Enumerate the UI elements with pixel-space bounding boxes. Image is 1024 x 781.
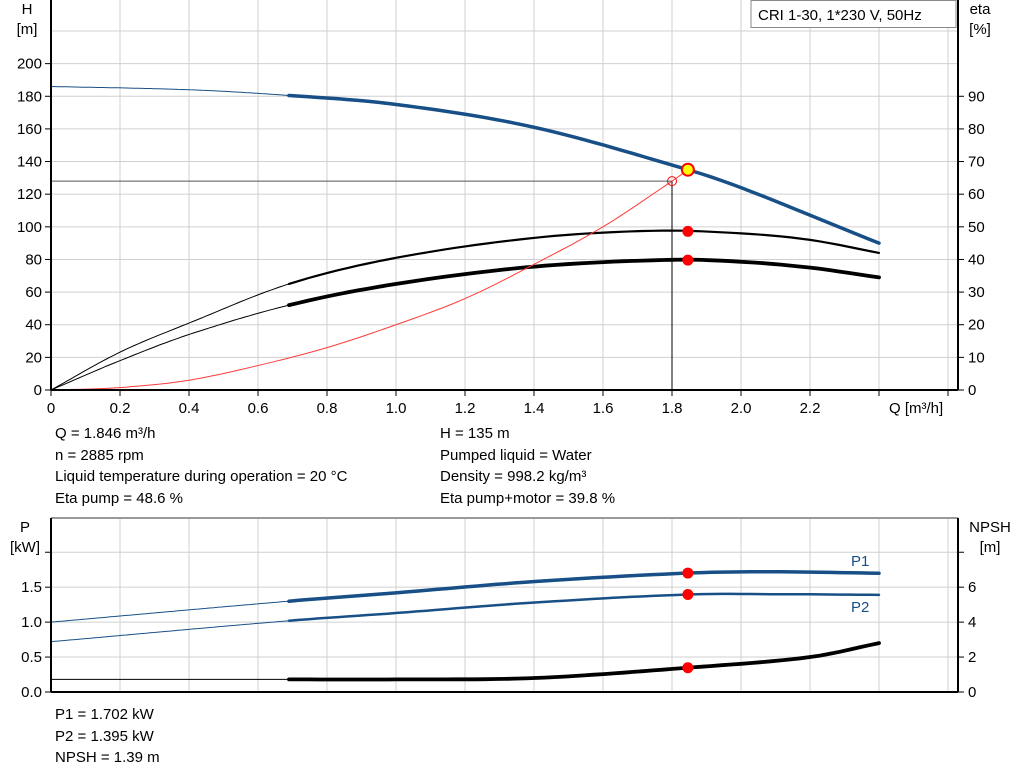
npsh-tick-label: 4: [968, 614, 976, 631]
p2-duty-marker: [682, 589, 694, 601]
h-tick-label: 40: [25, 317, 42, 334]
eta-tick-label: 70: [968, 154, 985, 171]
info-temperature: Liquid temperature during operation = 20…: [55, 468, 348, 485]
eta-tick-label: 20: [968, 317, 985, 334]
info-flow: Q = 1.846 m³/h: [55, 425, 156, 442]
x-tick-label: 2.0: [731, 400, 752, 417]
eta-tick-label: 90: [968, 88, 985, 105]
eta-tick-label: 40: [968, 251, 985, 268]
h-tick-label: 60: [25, 284, 42, 301]
npsh-tick-label: 2: [968, 649, 976, 666]
info-p2: P2 = 1.395 kW: [55, 727, 154, 745]
info-eta-pump-motor: Eta pump+motor = 39.8 %: [440, 489, 616, 507]
eta-axis-name: eta: [970, 1, 992, 18]
h-tick-label: 140: [17, 154, 42, 171]
h-axis-unit: [m]: [17, 21, 38, 38]
p2-curve-thin: [50, 620, 290, 643]
info-head: H = 135 m: [440, 425, 510, 442]
info-speed: n = 2885 rpm: [55, 446, 144, 464]
npsh-axis-unit: [m]: [980, 539, 1001, 556]
h-axis-name: H: [22, 1, 33, 18]
x-tick-label: 2.2: [800, 400, 821, 417]
p-tick-label: 1.0: [21, 614, 42, 631]
p1-curve: [287, 570, 881, 603]
eta-pump-curve: [287, 229, 881, 285]
eta-pump-duty-marker: [682, 225, 694, 237]
p-tick-label: 0.0: [21, 684, 42, 701]
eta-pump-curve-thin: [50, 283, 290, 391]
p-tick-label: 1.5: [21, 579, 42, 596]
h-tick-label: 100: [17, 219, 42, 236]
h-tick-label: 20: [25, 349, 42, 366]
npsh-axis-name: NPSH: [969, 519, 1011, 536]
x-tick-label: 0: [47, 400, 55, 417]
x-tick-label: 1.2: [455, 400, 476, 417]
h-tick-label: 0: [34, 382, 42, 399]
x-tick-label: 0.2: [110, 400, 131, 417]
info-bottom: P1 = 1.702 kW P2 = 1.395 kW NPSH = 1.39 …: [55, 704, 160, 769]
p1-curve-thin: [50, 600, 290, 623]
x-tick-label: 0.8: [317, 400, 338, 417]
info-liquid: Pumped liquid = Water: [440, 446, 592, 464]
eta-pump-motor-curve-thin: [50, 304, 290, 391]
eta-tick-label: 80: [968, 121, 985, 138]
p2-curve: [287, 592, 881, 622]
eta-tick-label: 60: [968, 186, 985, 203]
info-npsh: NPSH = 1.39 m: [55, 749, 160, 766]
h-tick-label: 160: [17, 121, 42, 138]
p-axis-unit: [kW]: [10, 539, 40, 556]
p1-curve-label: P1: [851, 553, 869, 570]
h-tick-label: 200: [17, 56, 42, 73]
eta-tick-label: 50: [968, 219, 985, 236]
duty-point-marker: [680, 162, 695, 177]
eta-tick-label: 10: [968, 349, 985, 366]
h-curve: [287, 93, 881, 245]
eta-pump-motor-curve: [287, 257, 881, 307]
eta-axis-unit: [%]: [969, 21, 991, 38]
npsh-tick-label: 0: [968, 684, 976, 701]
info-p1: P1 = 1.702 kW: [55, 706, 154, 723]
x-tick-label: 0.4: [179, 400, 200, 417]
x-tick-label: 0.6: [248, 400, 269, 417]
p2-curve-label: P2: [851, 599, 869, 616]
h-tick-label: 180: [17, 88, 42, 105]
info-density: Density = 998.2 kg/m³: [440, 468, 587, 485]
system-curve: [50, 169, 689, 391]
x-tick-label: 1.0: [386, 400, 407, 417]
eta-pump-motor-duty-marker: [682, 254, 694, 266]
h-curve-thin: [50, 86, 290, 96]
npsh-curve: [287, 641, 881, 682]
h-tick-label: 120: [17, 186, 42, 203]
p-tick-label: 0.5: [21, 649, 42, 666]
eta-tick-label: 0: [968, 382, 976, 399]
q-axis-label: Q [m³/h]: [889, 400, 943, 417]
eta-tick-label: 30: [968, 284, 985, 301]
x-tick-label: 1.6: [593, 400, 614, 417]
npsh-duty-marker: [682, 662, 694, 674]
info-left: Q = 1.846 m³/h n = 2885 rpm Liquid tempe…: [55, 423, 347, 509]
npsh-tick-label: 6: [968, 579, 976, 596]
title-box: [750, 0, 957, 28]
info-eta-pump: Eta pump = 48.6 %: [55, 489, 183, 507]
requested-point-marker: [667, 176, 677, 187]
info-right: H = 135 m Pumped liquid = Water Density …: [440, 423, 615, 509]
p1-duty-marker: [682, 567, 694, 579]
chart-title: CRI 1-30, 1*230 V, 50Hz: [758, 7, 922, 24]
x-tick-label: 1.4: [524, 400, 545, 417]
h-tick-label: 80: [25, 251, 42, 268]
x-tick-label: 1.8: [662, 400, 683, 417]
p-axis-name: P: [20, 519, 30, 536]
